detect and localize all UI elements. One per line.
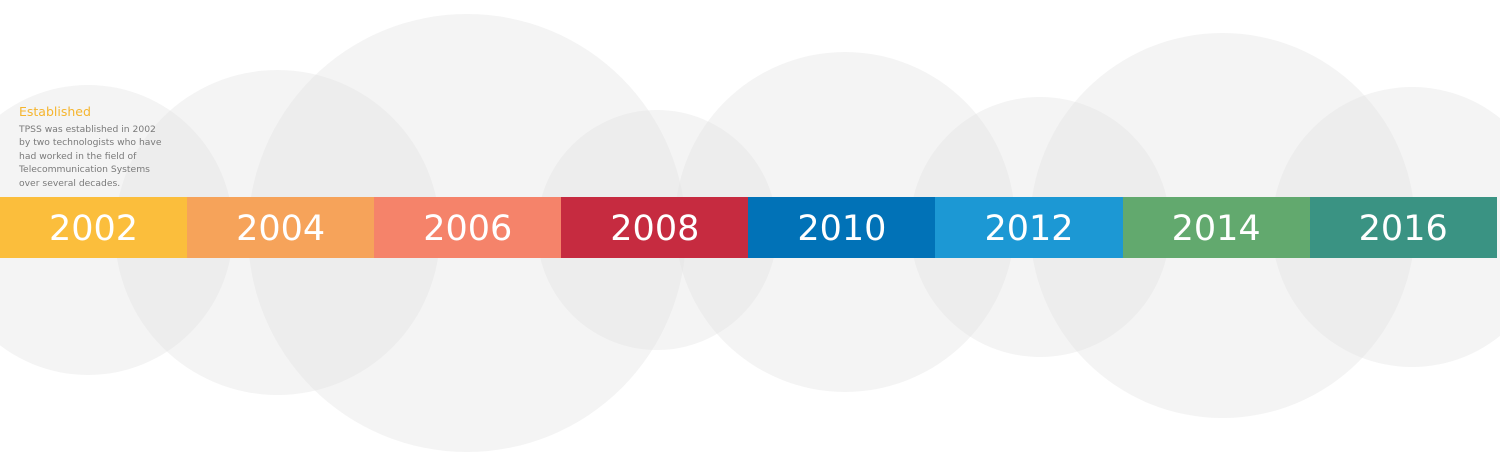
milestone-description-line: had worked in the field of — [19, 150, 137, 162]
year-2006[interactable]: 2006 — [374, 197, 562, 258]
year-2010[interactable]: 2010 — [748, 197, 936, 258]
year-2008[interactable]: 2008 — [561, 197, 749, 258]
year-2002[interactable]: 2002 — [0, 197, 188, 258]
year-2014[interactable]: 2014 — [1122, 197, 1310, 258]
timeline-bar: 2002 2004 2006 2008 2010 2012 2014 2016 — [0, 197, 1497, 258]
year-2012[interactable]: 2012 — [935, 197, 1123, 258]
milestone-info: Established TPSS was established in 2002… — [19, 104, 184, 190]
milestone-description-line: by two technologists who have — [19, 137, 162, 149]
milestone-description-line: TPSS was established in 2002 — [19, 124, 156, 135]
milestone-description-line: over several decades. — [19, 177, 121, 189]
year-2016[interactable]: 2016 — [1309, 197, 1497, 258]
milestone-description: TPSS was established in 2002 by two tech… — [19, 123, 184, 190]
milestone-title: Established — [19, 104, 91, 119]
year-2004[interactable]: 2004 — [187, 197, 375, 258]
milestone-description-line: Telecommunication Systems — [19, 164, 150, 176]
